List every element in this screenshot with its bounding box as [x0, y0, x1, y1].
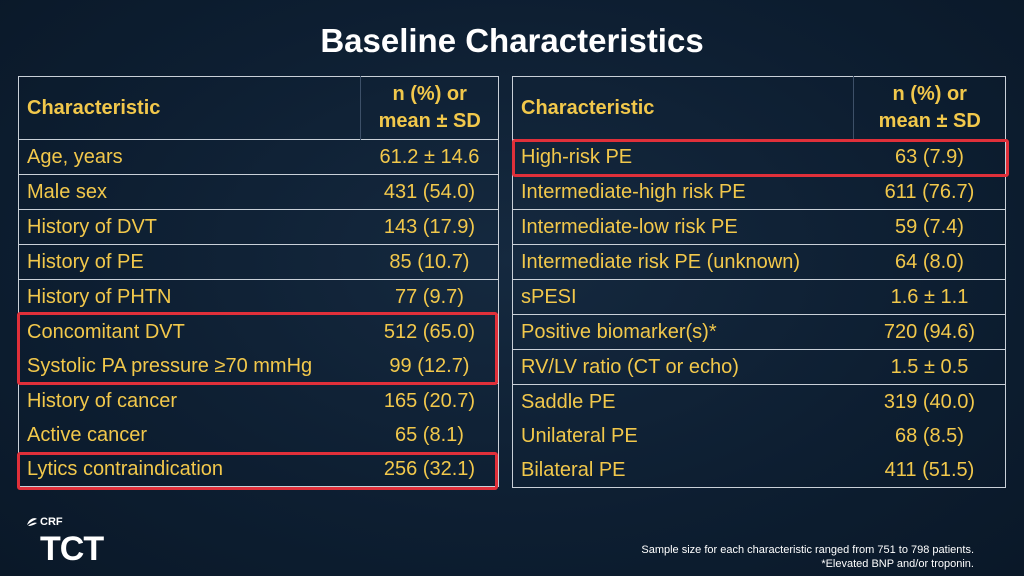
- table-row: Intermediate risk PE (unknown) 64 (8.0): [512, 244, 1006, 280]
- table-row: History of DVT 143 (17.9): [18, 209, 499, 245]
- row-value: 85 (10.7): [360, 244, 499, 280]
- row-value: 1.6 ± 1.1: [853, 279, 1006, 315]
- highlight-concomitant-dvt-pa-pressure: [17, 312, 498, 385]
- row-value: 59 (7.4): [853, 209, 1006, 245]
- table-row: Intermediate-high risk PE 611 (76.7): [512, 174, 1006, 210]
- table-row: Male sex 431 (54.0): [18, 174, 499, 210]
- highlight-high-risk-pe: [512, 139, 1009, 177]
- table-header-row: Characteristic n (%) or mean ± SD: [19, 76, 499, 140]
- footnote-biomarker: *Elevated BNP and/or troponin.: [821, 558, 974, 570]
- table-row: Age, years 61.2 ± 14.6: [18, 139, 499, 175]
- value-header-line2: mean ± SD: [878, 110, 981, 132]
- table-row: sPESI 1.6 ± 1.1: [512, 279, 1006, 315]
- row-value: 77 (9.7): [360, 279, 499, 315]
- characteristic-header: Characteristic: [27, 96, 161, 119]
- row-value: 256 (32.1): [383, 457, 476, 480]
- table-row: Bilateral PE 411 (51.5): [513, 453, 1006, 488]
- value-header-line1: n (%) or: [892, 83, 967, 105]
- table-row: History of PHTN 77 (9.7): [18, 279, 499, 315]
- row-value: 319 (40.0): [853, 384, 1006, 419]
- row-label: Concomitant DVT: [18, 314, 361, 349]
- row-label: Positive biomarker(s)*: [512, 314, 854, 350]
- table-row: Active cancer 65 (8.1): [19, 418, 499, 452]
- row-value: 720 (94.6): [853, 314, 1006, 350]
- row-value: 1.5 ± 0.5: [853, 349, 1006, 385]
- table-row: History of PE 85 (10.7): [18, 244, 499, 280]
- row-value: 65 (8.1): [394, 423, 464, 446]
- row-value: 64 (8.0): [853, 244, 1006, 280]
- table-row: Intermediate-low risk PE 59 (7.4): [512, 209, 1006, 245]
- footnote-sample-size: Sample size for each characteristic rang…: [641, 544, 974, 556]
- characteristic-header: Characteristic: [521, 96, 655, 119]
- tct-logo-text: TCT: [40, 530, 104, 568]
- table-row: Lytics contraindication 256 (32.1): [19, 452, 499, 487]
- row-value: 611 (76.7): [853, 174, 1006, 210]
- row-label: RV/LV ratio (CT or echo): [512, 349, 854, 385]
- footnote: Sample size for each characteristic rang…: [641, 543, 974, 571]
- crf-logo: CRF: [26, 516, 63, 528]
- row-value: 61.2 ± 14.6: [360, 139, 499, 175]
- table-row: History of cancer 165 (20.7): [18, 383, 499, 418]
- row-label: Male sex: [18, 174, 361, 210]
- crf-leaf-icon: [27, 518, 37, 527]
- row-label: Lytics contraindication: [27, 457, 224, 480]
- row-value: 411 (51.5): [884, 458, 975, 481]
- value-header-line1: n (%) or: [392, 83, 467, 105]
- row-label: High-risk PE: [512, 139, 854, 175]
- row-label: Systolic PA pressure ≥70 mmHg: [27, 354, 313, 377]
- row-label: Active cancer: [27, 423, 148, 446]
- table-row: Positive biomarker(s)* 720 (94.6): [512, 314, 1006, 350]
- left-characteristics-table: Characteristic n (%) or mean ± SD Age, y…: [18, 76, 499, 487]
- row-value: 99 (12.7): [389, 354, 470, 377]
- row-label: sPESI: [512, 279, 854, 315]
- row-label: Intermediate risk PE (unknown): [512, 244, 854, 280]
- row-label: History of PHTN: [18, 279, 361, 315]
- row-label: History of cancer: [18, 383, 361, 418]
- table-header-row: Characteristic n (%) or mean ± SD: [513, 76, 1006, 140]
- row-label: History of DVT: [18, 209, 361, 245]
- row-value: 143 (17.9): [360, 209, 499, 245]
- row-value: 68 (8.5): [895, 424, 964, 447]
- row-label: Intermediate-high risk PE: [512, 174, 854, 210]
- row-label: Bilateral PE: [521, 458, 626, 481]
- row-value: 431 (54.0): [360, 174, 499, 210]
- table-row: Unilateral PE 68 (8.5): [513, 419, 1006, 453]
- row-label: Age, years: [18, 139, 361, 175]
- row-label: Intermediate-low risk PE: [512, 209, 854, 245]
- row-value: 165 (20.7): [360, 383, 499, 418]
- value-header-line2: mean ± SD: [378, 110, 481, 132]
- value-header: n (%) or mean ± SD: [853, 76, 1006, 140]
- row-label: Saddle PE: [512, 384, 854, 419]
- right-characteristics-table: Characteristic n (%) or mean ± SD High-r…: [512, 76, 1006, 488]
- table-row: Systolic PA pressure ≥70 mmHg 99 (12.7): [19, 349, 499, 384]
- row-label: Unilateral PE: [521, 424, 638, 447]
- table-row: Saddle PE 319 (40.0): [512, 384, 1006, 419]
- slide-title: Baseline Characteristics: [320, 22, 704, 59]
- highlight-lytics-contraindication: [17, 452, 498, 490]
- value-header: n (%) or mean ± SD: [360, 76, 499, 140]
- table-row: RV/LV ratio (CT or echo) 1.5 ± 0.5: [512, 349, 1006, 385]
- row-label: History of PE: [18, 244, 361, 280]
